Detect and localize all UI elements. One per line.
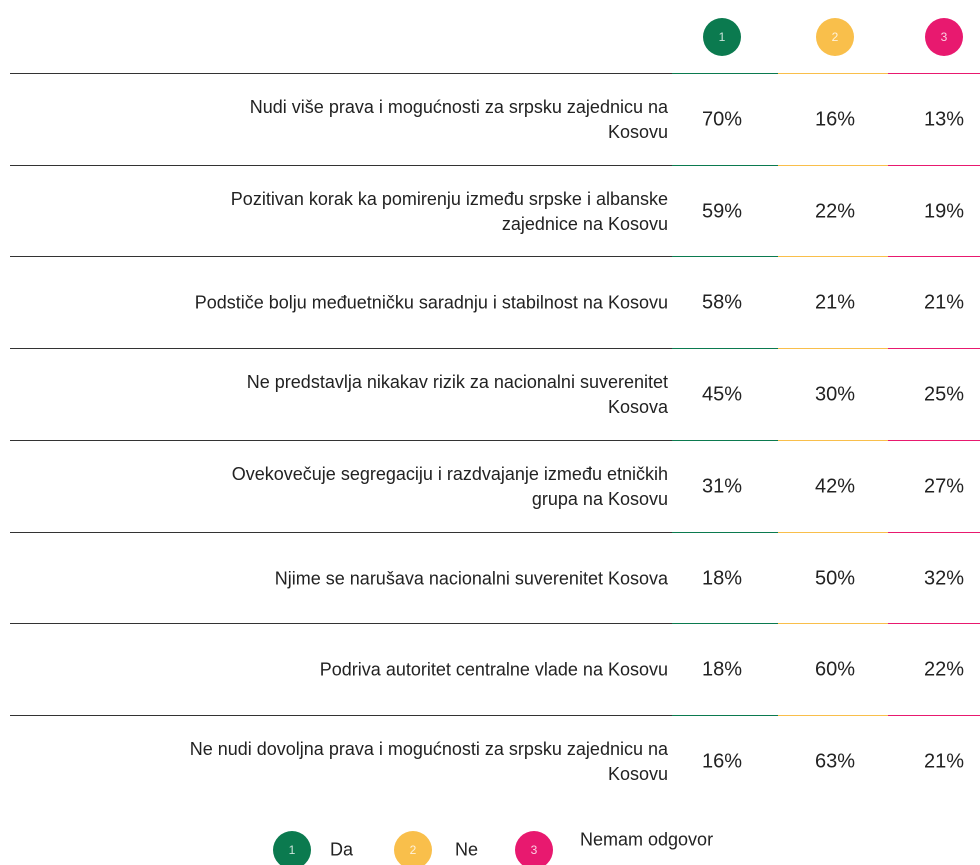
row-value: 22% [814, 200, 856, 223]
column-badge: 1 [703, 18, 741, 56]
row-value: 21% [923, 291, 965, 314]
row-divider [10, 439, 672, 441]
column-divider [888, 348, 980, 350]
column-divider [672, 623, 778, 625]
row-value: 19% [923, 200, 965, 223]
row-label: Ne predstavlja nikakav rizik za nacional… [246, 372, 668, 418]
legend-label: Ne [455, 839, 479, 860]
legend-label: Da [330, 839, 354, 860]
row-value: 18% [701, 658, 743, 681]
legend-badge: 3 [515, 831, 553, 865]
column-divider [778, 439, 888, 441]
row-value: 21% [923, 750, 965, 773]
column-divider [778, 623, 888, 625]
column-divider [778, 164, 888, 166]
row-divider [10, 256, 672, 258]
column-badge: 3 [925, 18, 963, 56]
column-divider [778, 531, 888, 533]
row-divider [10, 531, 672, 533]
row-value: 59% [701, 200, 743, 223]
row-label: Podstiče bolju međuetničku saradnju i st… [194, 292, 668, 313]
row-label: Ne nudi dovoljna prava i mogućnosti za s… [189, 738, 668, 784]
column-divider [888, 714, 980, 716]
legend-badge: 1 [273, 831, 311, 865]
row-label: Pozitivan korak ka pomirenju između srps… [230, 188, 668, 234]
row-divider [10, 623, 672, 625]
column-divider [888, 623, 980, 625]
row-value: 16% [701, 750, 743, 773]
legend-badge: 2 [394, 831, 432, 865]
row-value: 31% [701, 475, 743, 498]
row-divider [10, 714, 672, 716]
row-label: Podriva autoritet centralne vlade na Kos… [319, 659, 668, 680]
column-divider [672, 256, 778, 258]
column-divider [672, 714, 778, 716]
column-divider [672, 348, 778, 350]
row-value: 25% [923, 383, 965, 406]
row-value: 70% [701, 108, 743, 131]
row-divider [10, 73, 672, 74]
row-value: 18% [701, 567, 743, 589]
row-value: 22% [923, 658, 965, 681]
row-divider [10, 164, 672, 166]
row-value: 63% [814, 750, 856, 773]
column-divider [672, 73, 778, 74]
row-label: Nudi više prava i mogućnosti za srpsku z… [249, 97, 668, 142]
column-divider [888, 256, 980, 258]
row-value: 42% [814, 475, 856, 498]
column-divider [778, 73, 888, 74]
row-value: 58% [701, 291, 743, 314]
column-divider [778, 256, 888, 258]
column-divider [888, 531, 980, 533]
row-divider [10, 348, 672, 350]
column-divider [778, 714, 888, 716]
legend-label: Nemam odgovor [580, 829, 714, 850]
row-label: Njime se narušava nacionalni suverenitet… [274, 568, 668, 588]
column-divider [888, 439, 980, 441]
column-divider [888, 164, 980, 166]
column-divider [778, 348, 888, 350]
column-divider [672, 164, 778, 166]
column-divider [888, 73, 980, 74]
row-value: 21% [814, 291, 856, 314]
row-value: 30% [814, 383, 856, 406]
row-value: 27% [923, 475, 965, 498]
row-value: 60% [814, 658, 856, 681]
column-badge: 2 [816, 18, 854, 56]
row-label: Ovekovečuje segregaciju i razdvajanje iz… [231, 463, 668, 509]
row-value: 50% [814, 567, 856, 589]
row-value: 13% [923, 108, 965, 131]
row-value: 45% [701, 383, 743, 406]
column-divider [672, 531, 778, 533]
row-value: 32% [923, 567, 965, 589]
column-divider [672, 439, 778, 441]
row-value: 16% [814, 108, 856, 131]
